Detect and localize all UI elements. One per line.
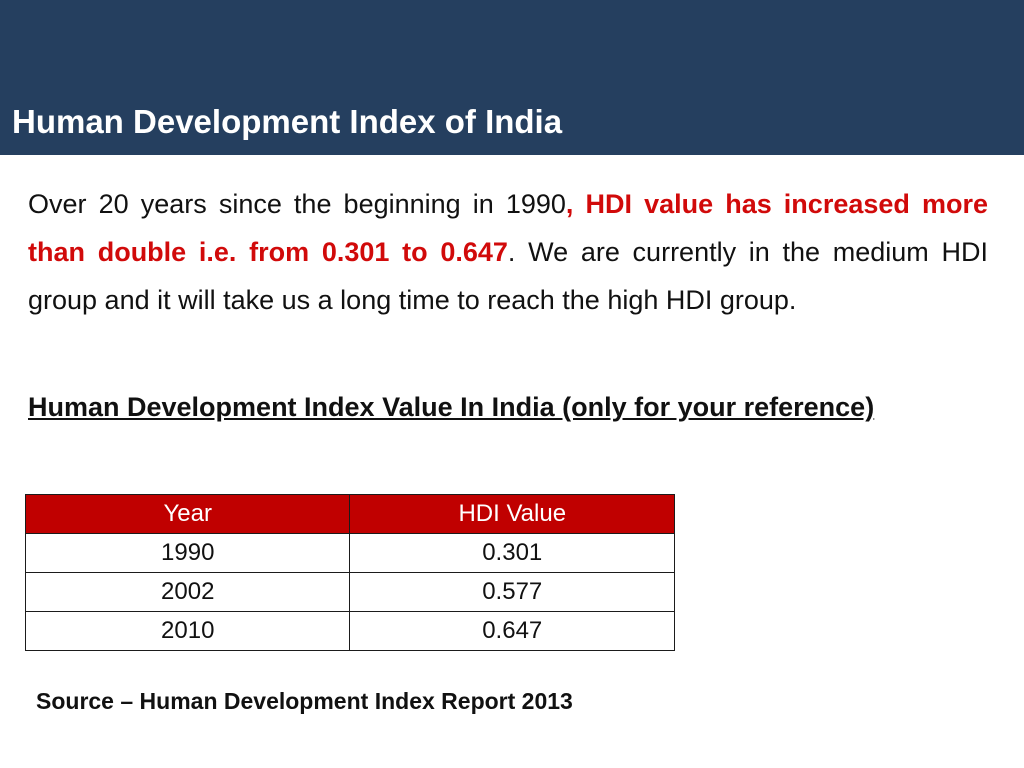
table-row: 2002 0.577 xyxy=(24,572,675,612)
hdi-table: Year HDI Value 1990 0.301 2002 0.577 201… xyxy=(24,494,675,651)
paragraph-text-start: Over 20 years since the beginning in 199… xyxy=(28,189,566,219)
cell-hdi-value: 0.577 xyxy=(349,572,675,612)
table-row: 2010 0.647 xyxy=(24,611,675,651)
source-note: Source – Human Development Index Report … xyxy=(36,688,573,714)
cell-hdi-value: 0.301 xyxy=(349,533,675,573)
paragraph-highlight: , HDI value has increased more than doub… xyxy=(28,189,988,267)
cell-year: 2002 xyxy=(24,572,351,612)
table-header-row: Year HDI Value xyxy=(24,494,675,534)
slide-title: Human Development Index of India xyxy=(12,103,563,140)
header-year: Year xyxy=(24,494,351,534)
cell-year: 1990 xyxy=(24,533,351,573)
paragraph-text-end: . We are currently in the medium HDI gro… xyxy=(28,237,989,315)
table-heading: Human Development Index Value In India (… xyxy=(28,392,875,422)
cell-year: 2010 xyxy=(24,611,351,651)
table-row: 1990 0.301 xyxy=(24,533,675,573)
header-hdi-value: HDI Value xyxy=(349,494,675,534)
body-paragraph: Over 20 years since the beginning in 199… xyxy=(28,180,988,324)
cell-hdi-value: 0.647 xyxy=(349,611,675,651)
title-bar: Human Development Index of India xyxy=(0,0,1024,155)
